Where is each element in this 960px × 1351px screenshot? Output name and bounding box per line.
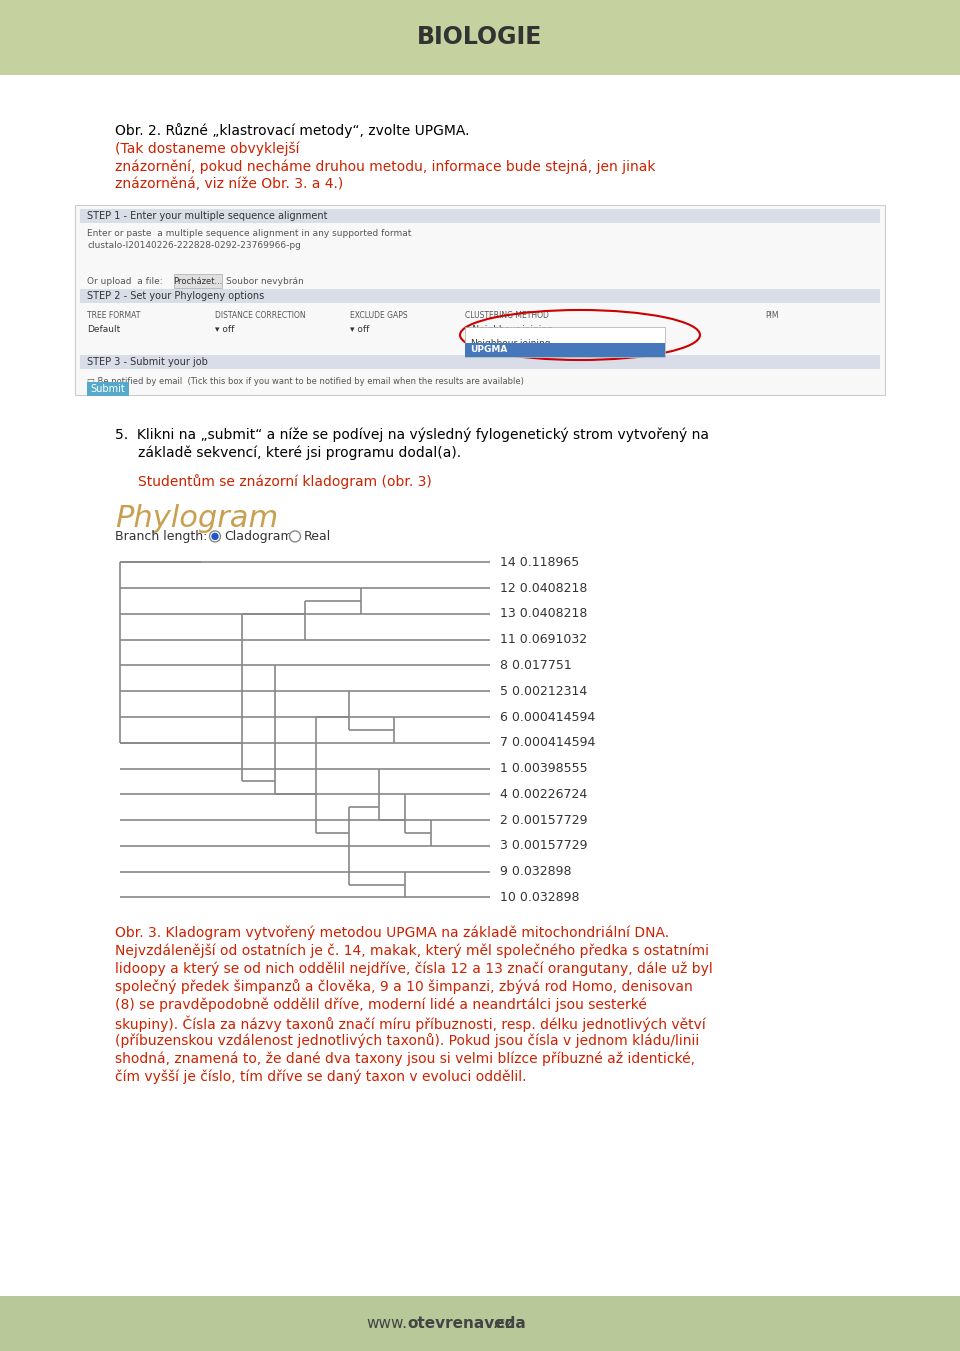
Text: (příbuzenskou vzdálenost jednotlivých taxonů). Pokud jsou čísla v jednom kládu/l: (příbuzenskou vzdálenost jednotlivých ta… [115, 1034, 699, 1048]
Text: 13 0.0408218: 13 0.0408218 [500, 608, 588, 620]
Text: znázorněná, viz níže Obr. 3. a 4.): znázorněná, viz níže Obr. 3. a 4.) [115, 177, 344, 190]
Text: STEP 2 - Set your Phylogeny options: STEP 2 - Set your Phylogeny options [87, 290, 264, 301]
Circle shape [290, 531, 300, 542]
Text: 12 0.0408218: 12 0.0408218 [500, 582, 588, 594]
Text: 2 0.00157729: 2 0.00157729 [500, 813, 588, 827]
Text: ▾ Neighbour-joining: ▾ Neighbour-joining [465, 324, 553, 334]
Circle shape [209, 531, 221, 542]
Text: Cladogram: Cladogram [224, 530, 293, 543]
Bar [465, 343, 665, 357]
Text: čím vyšší je číslo, tím dříve se daný taxon v evoluci oddělil.: čím vyšší je číslo, tím dříve se daný ta… [115, 1070, 526, 1084]
Text: Real: Real [304, 530, 331, 543]
Text: ▾ off: ▾ off [350, 324, 370, 334]
Text: Default: Default [87, 324, 120, 334]
Text: Obr. 2. Různé „klastrovací metody“, zvolte UPGMA.: Obr. 2. Různé „klastrovací metody“, zvol… [115, 123, 469, 138]
Text: otevrenaveda: otevrenaveda [407, 1316, 526, 1331]
Text: 1 0.00398555: 1 0.00398555 [500, 762, 588, 775]
Text: Enter or paste  a multiple sequence alignment in any supported format: Enter or paste a multiple sequence align… [87, 228, 412, 238]
Text: UPGMA: UPGMA [470, 346, 508, 354]
Text: 4 0.00226724: 4 0.00226724 [500, 788, 588, 801]
Text: Neighbour-joining: Neighbour-joining [470, 339, 550, 347]
Text: BIOLOGIE: BIOLOGIE [418, 26, 542, 50]
Text: Nejvzdálenější od ostatních je č. 14, makak, který měl společného předka s ostat: Nejvzdálenější od ostatních je č. 14, ma… [115, 943, 709, 958]
Text: 5 0.00212314: 5 0.00212314 [500, 685, 588, 697]
Text: 5.  Klikni na „submit“ a níže se podívej na výsledný fylogenetický strom vytvoře: 5. Klikni na „submit“ a níže se podívej … [115, 427, 709, 442]
Bar [87, 382, 129, 396]
Text: Obr. 3. Kladogram vytvořený metodou UPGMA na základě mitochondriální DNA.: Obr. 3. Kladogram vytvořený metodou UPGM… [115, 925, 669, 940]
Text: shodná, znamená to, že dané dva taxony jsou si velmi blízce příbuzné až identick: shodná, znamená to, že dané dva taxony j… [115, 1051, 695, 1066]
Text: Branch length:: Branch length: [115, 530, 207, 543]
Bar [75, 205, 885, 394]
Text: TREE FORMAT: TREE FORMAT [87, 312, 140, 320]
Text: Submit: Submit [90, 384, 126, 394]
Bar [174, 274, 222, 288]
Text: STEP 1 - Enter your multiple sequence alignment: STEP 1 - Enter your multiple sequence al… [87, 211, 327, 222]
Text: www.: www. [366, 1316, 407, 1331]
Text: .cz: .cz [492, 1316, 514, 1331]
Text: EXCLUDE GAPS: EXCLUDE GAPS [350, 312, 408, 320]
Text: základě sekvencí, které jsi programu dodal(a).: základě sekvencí, které jsi programu dod… [138, 444, 461, 459]
Bar [0, 0, 960, 76]
Text: Studentům se znázorní kladogram (obr. 3): Studentům se znázorní kladogram (obr. 3) [138, 474, 432, 489]
Text: 11 0.0691032: 11 0.0691032 [500, 634, 588, 646]
Text: 14 0.118965: 14 0.118965 [500, 555, 579, 569]
Bar [0, 1296, 960, 1351]
Text: 6 0.000414594: 6 0.000414594 [500, 711, 595, 724]
Text: clustalo-I20140226-222828-0292-23769966-pg: clustalo-I20140226-222828-0292-23769966-… [87, 240, 300, 250]
Bar [80, 355, 880, 369]
Text: CLUSTERING METHOD: CLUSTERING METHOD [465, 312, 549, 320]
Text: 9 0.032898: 9 0.032898 [500, 865, 571, 878]
Text: 3 0.00157729: 3 0.00157729 [500, 839, 588, 852]
Text: 10 0.032898: 10 0.032898 [500, 890, 580, 904]
Text: společný předek šimpanzů a člověka, 9 a 10 šimpanzi, zbývá rod Homo, denisovan: společný předek šimpanzů a člověka, 9 a … [115, 979, 693, 994]
Text: Soubor nevybrán: Soubor nevybrán [226, 277, 303, 285]
Text: 7 0.000414594: 7 0.000414594 [500, 736, 595, 750]
Text: DISTANCE CORRECTION: DISTANCE CORRECTION [215, 312, 305, 320]
Text: 8 0.017751: 8 0.017751 [500, 659, 572, 671]
Text: znázornění, pokud necháme druhou metodu, informace bude stejná, jen jinak: znázornění, pokud necháme druhou metodu,… [115, 159, 656, 173]
Text: Or upload  a file:: Or upload a file: [87, 277, 162, 285]
Text: Phylogram: Phylogram [115, 504, 278, 534]
Text: □ Be notified by email  (Tick this box if you want to be notified by email when : □ Be notified by email (Tick this box if… [87, 377, 524, 385]
Text: STEP 3 - Submit your job: STEP 3 - Submit your job [87, 357, 208, 367]
Bar [465, 327, 665, 357]
Bar [80, 209, 880, 223]
Text: lidoopy a který se od nich oddělil nejdříve, čísla 12 a 13 značí orangutany, dál: lidoopy a který se od nich oddělil nejdř… [115, 962, 712, 975]
Bar [80, 289, 880, 303]
Text: PIM: PIM [765, 312, 779, 320]
Text: (Tak dostaneme obvyklejší: (Tak dostaneme obvyklejší [115, 141, 300, 155]
Text: skupiny). Čísla za názvy taxonů značí míru příbuznosti, resp. délku jednotlivých: skupiny). Čísla za názvy taxonů značí mí… [115, 1016, 706, 1032]
Text: (8) se pravděpodobně oddělil dříve, moderní lidé a neandrtálci jsou sesterké: (8) se pravděpodobně oddělil dříve, mode… [115, 997, 647, 1012]
Text: ▾ off: ▾ off [215, 324, 234, 334]
Circle shape [212, 534, 218, 539]
Text: Procházet...: Procházet... [174, 277, 223, 285]
